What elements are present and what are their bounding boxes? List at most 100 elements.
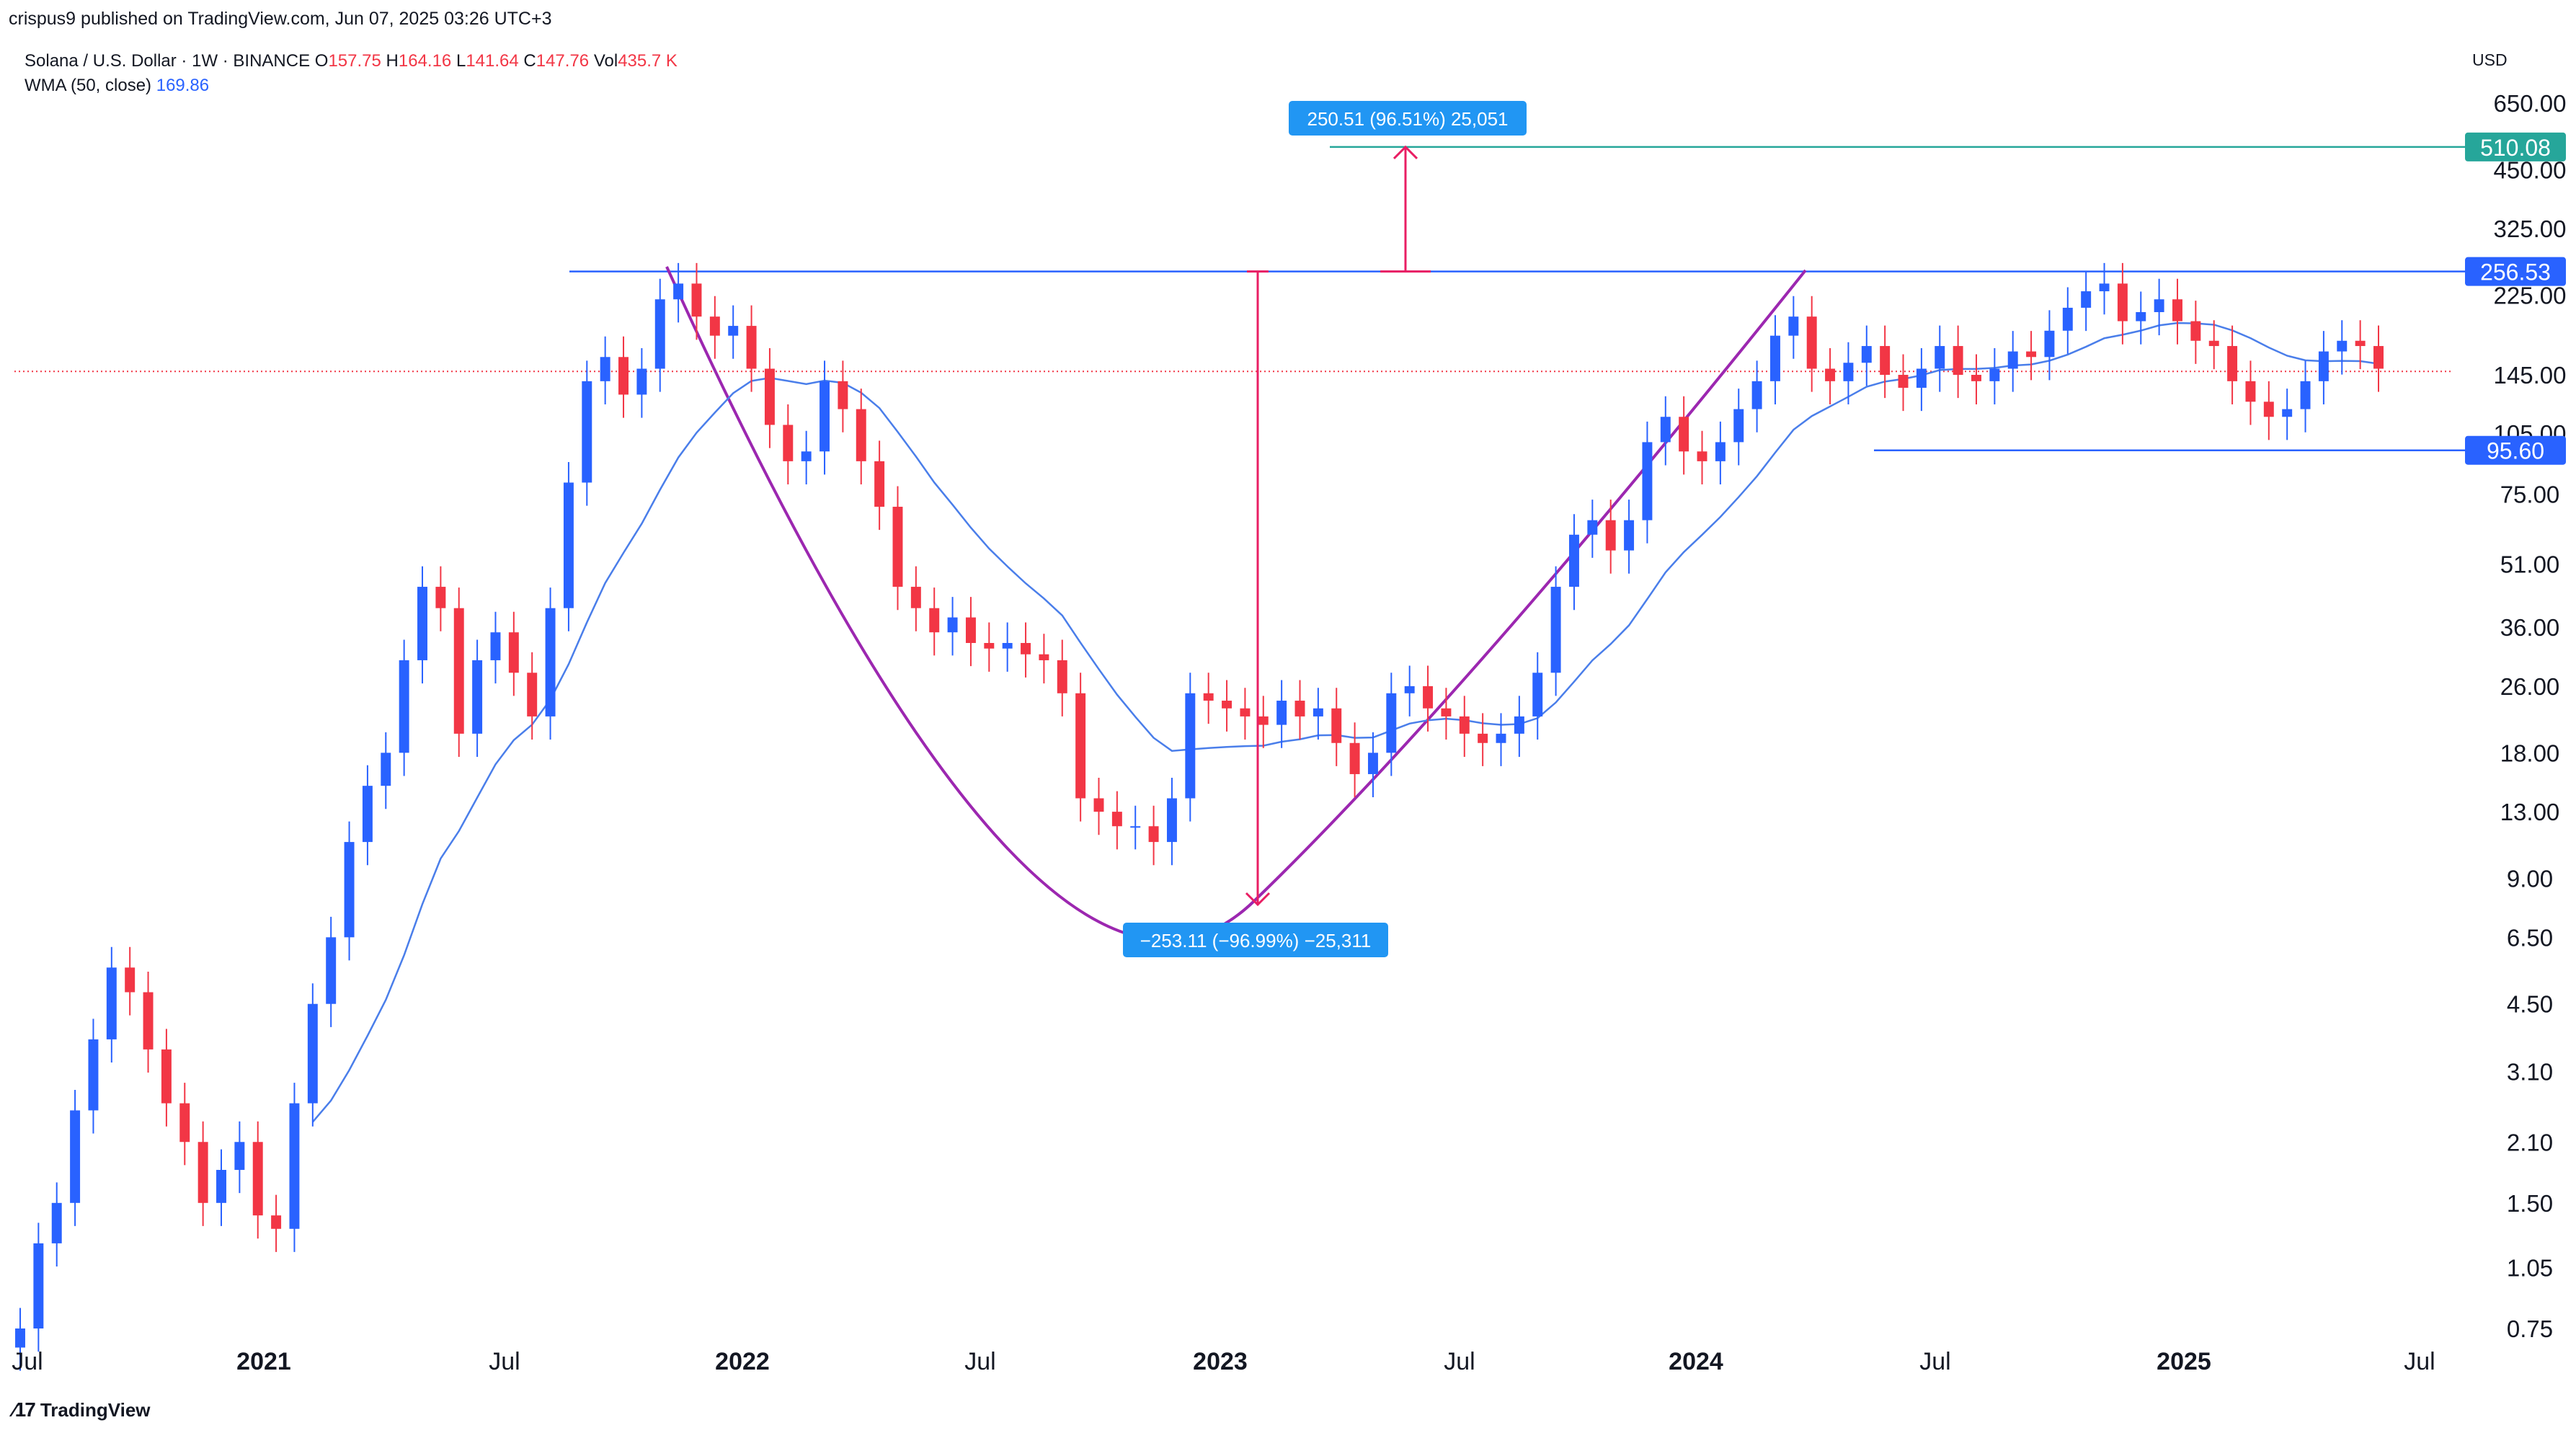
candle-body bbox=[1021, 643, 1031, 655]
candle-body bbox=[764, 368, 775, 425]
volume-value: 435.7 K bbox=[618, 51, 678, 71]
candle bbox=[2190, 301, 2201, 364]
candle-body bbox=[51, 1202, 62, 1243]
candle-body bbox=[1349, 742, 1360, 774]
candle-body bbox=[1916, 368, 1927, 388]
wma-label[interactable]: WMA (50, close) bbox=[25, 76, 152, 95]
candle bbox=[1935, 325, 1945, 392]
candle bbox=[1148, 805, 1159, 866]
x-tick-label: 2025 bbox=[2157, 1348, 2211, 1375]
candle bbox=[1660, 396, 1671, 466]
tradingview-logo[interactable]: ⁄17 TradingView bbox=[13, 1398, 151, 1421]
volume-label: Vol bbox=[593, 51, 618, 71]
candle-body bbox=[1715, 442, 1726, 461]
candle-body bbox=[125, 967, 136, 993]
candle-body bbox=[435, 587, 446, 608]
candle bbox=[1861, 325, 1872, 386]
close-label: C bbox=[523, 51, 536, 71]
x-tick-label: 2024 bbox=[1669, 1348, 1723, 1375]
candle bbox=[1111, 791, 1122, 850]
candle bbox=[51, 1182, 62, 1267]
candle bbox=[801, 430, 812, 484]
candle-body bbox=[1386, 693, 1397, 753]
candle-body bbox=[1276, 701, 1287, 725]
candle-body bbox=[88, 1039, 99, 1111]
candle-body bbox=[1806, 316, 1817, 369]
candle-body bbox=[1605, 520, 1616, 551]
candle bbox=[197, 1121, 208, 1226]
candle bbox=[2062, 287, 2073, 354]
y-tick-label: 75.00 bbox=[2500, 482, 2560, 508]
candle-body bbox=[2081, 291, 2092, 308]
candle bbox=[161, 1029, 172, 1127]
candle-body bbox=[1441, 708, 1452, 716]
candle bbox=[1880, 325, 1891, 399]
y-tick-label: 145.00 bbox=[2494, 362, 2567, 389]
candle-body bbox=[1587, 520, 1598, 535]
candle bbox=[2355, 320, 2366, 370]
candle-body bbox=[1496, 733, 1506, 743]
up-measure-arrow bbox=[1393, 145, 1418, 159]
candle bbox=[252, 1121, 263, 1239]
candle-body bbox=[1843, 363, 1854, 381]
candle bbox=[1751, 360, 1762, 432]
symbol-label[interactable]: Solana / U.S. Dollar · 1W · BINANCE bbox=[25, 51, 311, 71]
candle bbox=[563, 461, 574, 631]
candle bbox=[527, 652, 538, 740]
candle-body bbox=[1953, 346, 1963, 376]
candle bbox=[1057, 639, 1067, 716]
candle-body bbox=[2117, 283, 2128, 321]
y-tick-label: 650.00 bbox=[2494, 90, 2567, 117]
candle bbox=[1825, 348, 1836, 404]
candle-body bbox=[1367, 753, 1378, 774]
candle bbox=[1953, 325, 1963, 399]
candle-body bbox=[1148, 826, 1159, 843]
candle-body bbox=[216, 1169, 226, 1203]
candle bbox=[709, 296, 720, 359]
candle-body bbox=[1568, 534, 1579, 587]
candle-body bbox=[636, 368, 647, 395]
x-tick-label: 2022 bbox=[715, 1348, 770, 1375]
candle bbox=[1605, 500, 1616, 574]
candle bbox=[1349, 722, 1360, 798]
candle bbox=[33, 1223, 44, 1352]
candle-body bbox=[399, 660, 409, 753]
candle-body bbox=[143, 992, 154, 1050]
candle-body bbox=[545, 608, 556, 716]
candle-body bbox=[289, 1103, 300, 1229]
open-label: O bbox=[314, 51, 329, 71]
candle bbox=[2007, 331, 2018, 392]
candle bbox=[1423, 665, 1434, 732]
candle bbox=[636, 348, 647, 418]
candle-body bbox=[1222, 701, 1233, 709]
candle bbox=[490, 611, 501, 684]
candle bbox=[1679, 396, 1689, 475]
low-value: 141.64 bbox=[466, 51, 519, 71]
candle-body bbox=[1111, 812, 1122, 827]
candle bbox=[1587, 500, 1598, 558]
price-axis: 650.00450.00325.00225.00145.00105.0075.0… bbox=[2494, 90, 2567, 1342]
y-tick-label: 13.00 bbox=[2500, 799, 2560, 825]
candle-body bbox=[1935, 346, 1945, 369]
candle-body bbox=[709, 316, 720, 336]
candle bbox=[1989, 348, 2000, 404]
candle-body bbox=[1825, 368, 1836, 381]
candle bbox=[2227, 325, 2238, 404]
candle-body bbox=[362, 786, 373, 843]
candle-body bbox=[654, 299, 665, 369]
y-tick-label: 3.10 bbox=[2507, 1058, 2553, 1085]
chart-legend: Solana / U.S. Dollar · 1W · BINANCE O157… bbox=[25, 49, 678, 98]
candle-body bbox=[2373, 346, 2384, 369]
candle bbox=[746, 305, 757, 392]
candles bbox=[15, 262, 2384, 1371]
open-value: 157.75 bbox=[328, 51, 381, 71]
y-tick-label: 6.50 bbox=[2507, 924, 2553, 951]
currency-label[interactable]: USD bbox=[2472, 50, 2508, 69]
y-tick-label: 0.75 bbox=[2507, 1316, 2553, 1342]
candle-body bbox=[1294, 701, 1305, 716]
target-level-badge bbox=[2465, 132, 2566, 161]
candle bbox=[1093, 778, 1104, 835]
candle bbox=[1185, 673, 1196, 822]
candle bbox=[947, 597, 958, 656]
